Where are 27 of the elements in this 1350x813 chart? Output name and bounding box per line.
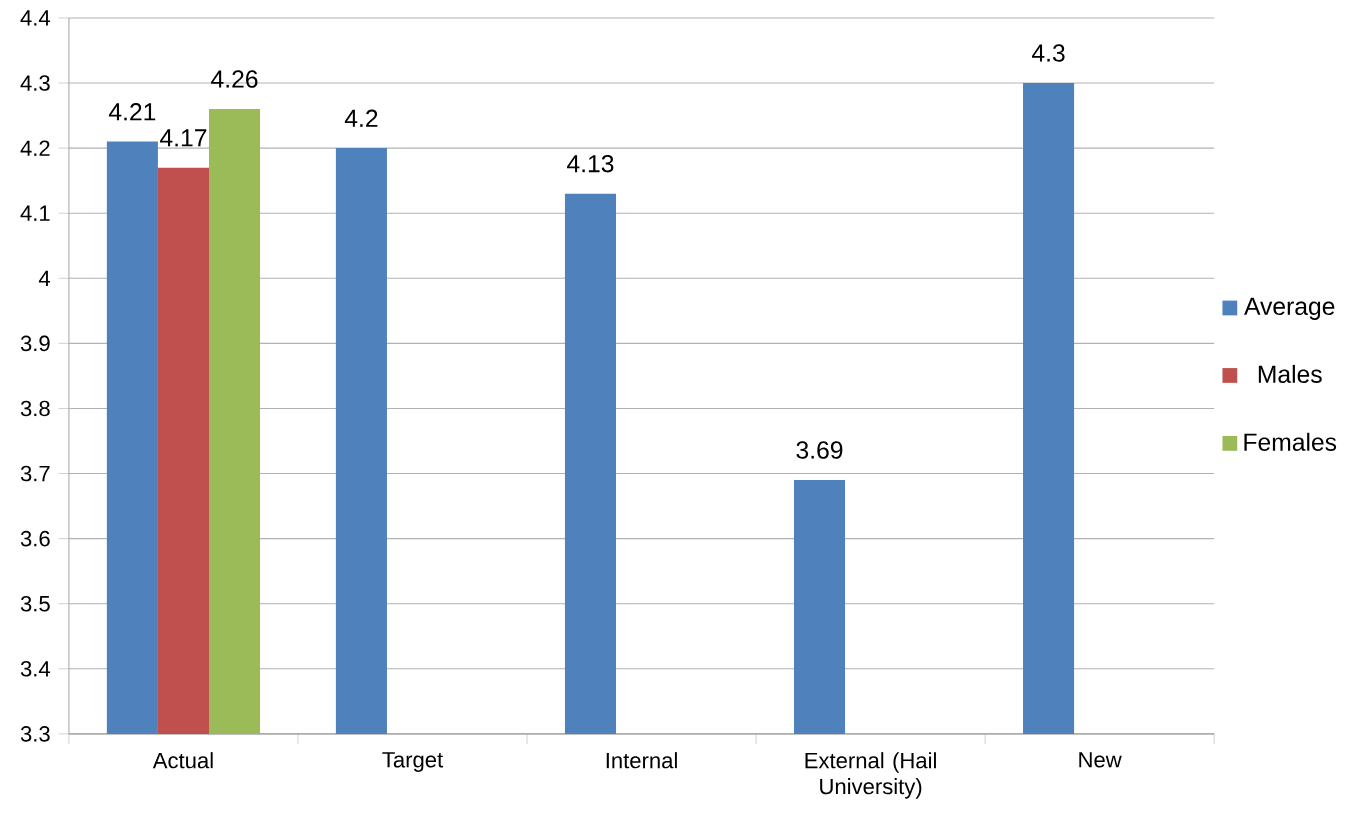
y-tick-label: 3.6 bbox=[20, 530, 50, 547]
y-tick-label: 4.2 bbox=[20, 140, 50, 156]
y-tick-label: 3.8 bbox=[20, 400, 50, 417]
legend-label: Average bbox=[1244, 297, 1335, 321]
y-tick-label: 3.5 bbox=[20, 596, 50, 612]
legend-label: Males bbox=[1258, 365, 1322, 384]
y-tick-label: 3.7 bbox=[20, 465, 50, 482]
data-label: 4.26 bbox=[211, 70, 258, 88]
x-tick-label: Internal bbox=[606, 752, 677, 769]
x-tick-label: Actual bbox=[152, 752, 213, 769]
y-tick-label: 4.4 bbox=[20, 10, 51, 26]
data-label: 4.3 bbox=[1031, 44, 1065, 62]
y-tick-label: 3.3 bbox=[20, 726, 50, 742]
data-label: 4.13 bbox=[567, 155, 614, 173]
x-tick-label: Target bbox=[382, 752, 444, 773]
x-tick-label: External (Hail University) bbox=[805, 752, 936, 799]
data-label: 4.17 bbox=[160, 129, 207, 147]
y-tick-label: 4.3 bbox=[20, 75, 50, 91]
data-label: 4.2 bbox=[344, 109, 378, 127]
y-tick-label: 4.1 bbox=[20, 205, 50, 221]
y-tick-label: 3.9 bbox=[20, 335, 50, 352]
y-tick-label: 3.4 bbox=[20, 661, 51, 677]
data-label: 4.21 bbox=[108, 103, 156, 121]
legend-label: Females bbox=[1244, 432, 1337, 452]
y-tick-label: 4 bbox=[38, 270, 51, 287]
x-tick-label: New bbox=[1079, 752, 1122, 768]
data-label: 3.69 bbox=[796, 441, 843, 459]
